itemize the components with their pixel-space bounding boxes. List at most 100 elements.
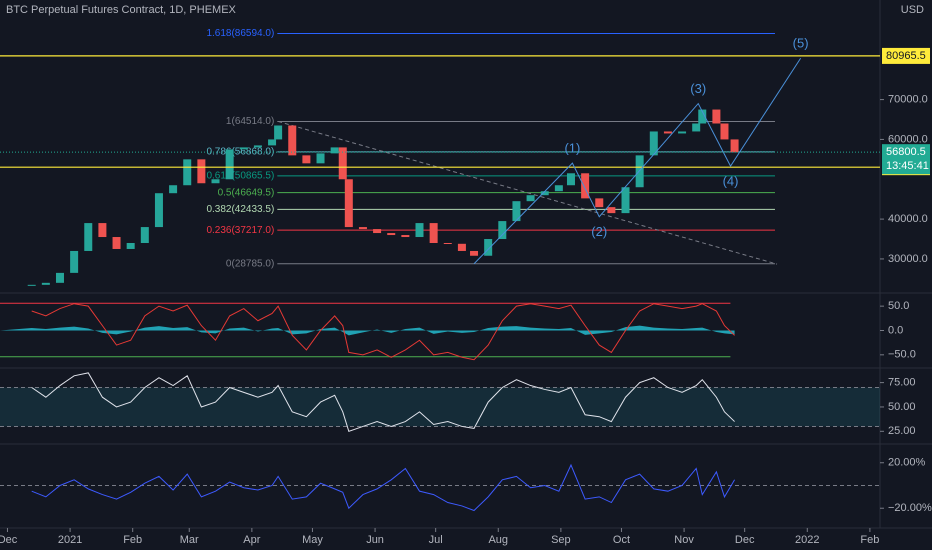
series-line xyxy=(31,303,735,361)
x-tick-label: 2022 xyxy=(795,534,819,546)
y-tick-label: 75.00 xyxy=(888,377,916,389)
candle xyxy=(498,221,507,240)
candle xyxy=(649,131,658,156)
y-tick-label: −20.00% xyxy=(888,502,932,514)
x-tick-label: Oct xyxy=(613,534,630,546)
candle xyxy=(698,109,707,124)
wave-label: (1) xyxy=(564,141,580,156)
x-tick-label: Jun xyxy=(366,534,384,546)
candle xyxy=(635,155,644,188)
x-tick-label: Dec xyxy=(735,534,755,546)
x-tick-label: Mar xyxy=(180,534,199,546)
last-price-label: 56800.5 xyxy=(886,146,926,158)
y-tick-label: 70000.0 xyxy=(888,93,928,105)
candle xyxy=(526,195,535,202)
last-price-box xyxy=(882,144,930,175)
candle xyxy=(330,147,339,154)
fib-label: 1.618(86594.0) xyxy=(206,28,274,39)
x-tick-label: Apr xyxy=(243,534,260,546)
candle xyxy=(678,131,687,134)
candle xyxy=(316,153,325,164)
candle xyxy=(484,239,493,256)
candle xyxy=(581,173,590,199)
y-tick-label: 20.00% xyxy=(888,457,926,469)
fib-label: 0.382(42433.5) xyxy=(206,204,274,215)
candle xyxy=(607,207,616,214)
candle xyxy=(154,193,163,228)
candle xyxy=(720,123,729,140)
wave-label: (2) xyxy=(591,224,607,239)
candle xyxy=(41,282,50,285)
candle xyxy=(401,235,410,238)
candle xyxy=(540,191,549,196)
candle xyxy=(268,139,277,146)
wave-label: (4) xyxy=(723,174,739,189)
candle xyxy=(253,145,262,148)
candle xyxy=(566,173,575,186)
candle xyxy=(712,109,721,124)
candle xyxy=(443,243,452,245)
candle xyxy=(512,201,521,222)
series-line xyxy=(31,463,736,512)
fib-label: 0.5(46649.5) xyxy=(218,187,275,198)
candle xyxy=(621,187,630,214)
candle xyxy=(730,139,739,153)
candle xyxy=(288,125,297,156)
x-tick-label: Feb xyxy=(123,534,142,546)
price-box xyxy=(882,47,930,64)
candle xyxy=(344,179,353,228)
x-tick-label: 2021 xyxy=(58,534,82,546)
candle xyxy=(554,185,563,192)
x-tick-label: May xyxy=(302,534,323,546)
currency: USD xyxy=(901,4,924,16)
candle xyxy=(169,185,178,194)
wave-label: (3) xyxy=(690,81,706,96)
fib-label: 0.236(37217.0) xyxy=(206,225,274,236)
candle xyxy=(692,123,701,132)
candle xyxy=(338,147,347,180)
candle xyxy=(457,243,466,251)
candle xyxy=(140,227,149,244)
x-tick-label: Sep xyxy=(551,534,571,546)
candle xyxy=(302,155,311,164)
band xyxy=(0,387,880,427)
x-tick-label: Nov xyxy=(674,534,694,546)
candle xyxy=(27,284,36,286)
wave-label: (5) xyxy=(793,36,809,51)
candle xyxy=(84,223,93,251)
y-tick-label: 40000.0 xyxy=(888,213,928,225)
candle xyxy=(387,233,396,236)
candle xyxy=(98,223,107,238)
series-line xyxy=(31,372,735,432)
candle xyxy=(470,250,479,256)
fib-label: 1(64514.0) xyxy=(226,116,274,127)
candle xyxy=(70,250,79,273)
y-tick-label: 25.00 xyxy=(888,425,916,437)
candle xyxy=(126,243,135,249)
countdown: 13:45:41 xyxy=(886,160,929,172)
fib-label: 0(28785.0) xyxy=(226,258,274,269)
price-label: 80965.5 xyxy=(886,50,926,62)
candle xyxy=(225,149,234,180)
histogram-area xyxy=(0,325,735,336)
candle xyxy=(274,125,283,140)
y-tick-label: 50.00 xyxy=(888,401,916,413)
x-tick-label: Feb xyxy=(860,534,879,546)
x-tick-label: Aug xyxy=(488,534,508,546)
candle xyxy=(663,131,672,134)
x-tick-label: Dec xyxy=(0,534,18,546)
candle xyxy=(239,147,248,150)
candle xyxy=(55,272,64,283)
candle xyxy=(112,237,121,249)
candle xyxy=(197,159,206,184)
y-tick-label: 60000.0 xyxy=(888,133,928,145)
candle xyxy=(183,159,192,186)
y-tick-label: −50.0 xyxy=(888,349,916,361)
candle xyxy=(415,223,424,238)
y-tick-label: 50.0 xyxy=(888,300,909,312)
x-tick-label: Jul xyxy=(429,534,443,546)
candle xyxy=(373,229,382,234)
fib-label: 0.618(50865.5) xyxy=(206,170,274,181)
y-tick-label: 0.0 xyxy=(888,324,903,336)
